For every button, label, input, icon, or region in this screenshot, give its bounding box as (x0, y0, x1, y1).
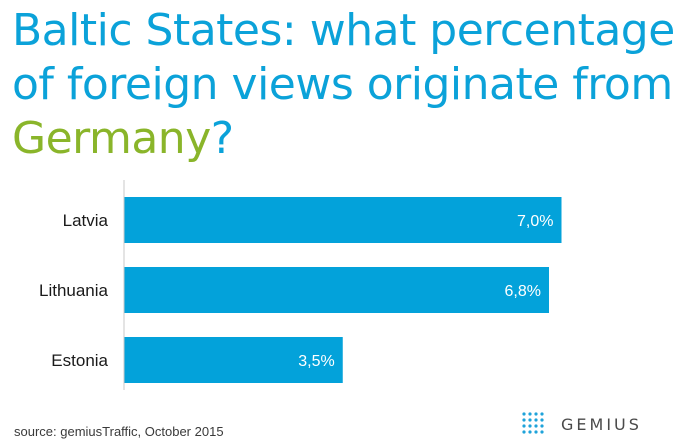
gemius-logo-text: GEMIUS (561, 415, 642, 434)
category-label-estonia: Estonia (51, 351, 108, 370)
bar-latvia (124, 197, 562, 243)
data-label-estonia: 3,5% (298, 353, 334, 370)
bar-estonia (124, 337, 343, 383)
gemius-dots-icon (522, 412, 544, 434)
title-highlight: Germany (12, 113, 211, 164)
title-part-1: Baltic States: what percentage of foreig… (12, 5, 675, 110)
chart-title: Baltic States: what percentage of foreig… (12, 4, 682, 166)
bar-lithuania (124, 267, 549, 313)
title-part-2: ? (210, 113, 234, 164)
category-label-lithuania: Lithuania (39, 281, 109, 300)
bar-chart: Latvia 7,0% Lithuania 6,8% Estonia 3,5% (39, 180, 562, 390)
source-note: source: gemiusTraffic, October 2015 (14, 424, 224, 439)
data-label-latvia: 7,0% (517, 213, 553, 230)
data-label-lithuania: 6,8% (505, 283, 541, 300)
category-label-latvia: Latvia (63, 211, 109, 230)
